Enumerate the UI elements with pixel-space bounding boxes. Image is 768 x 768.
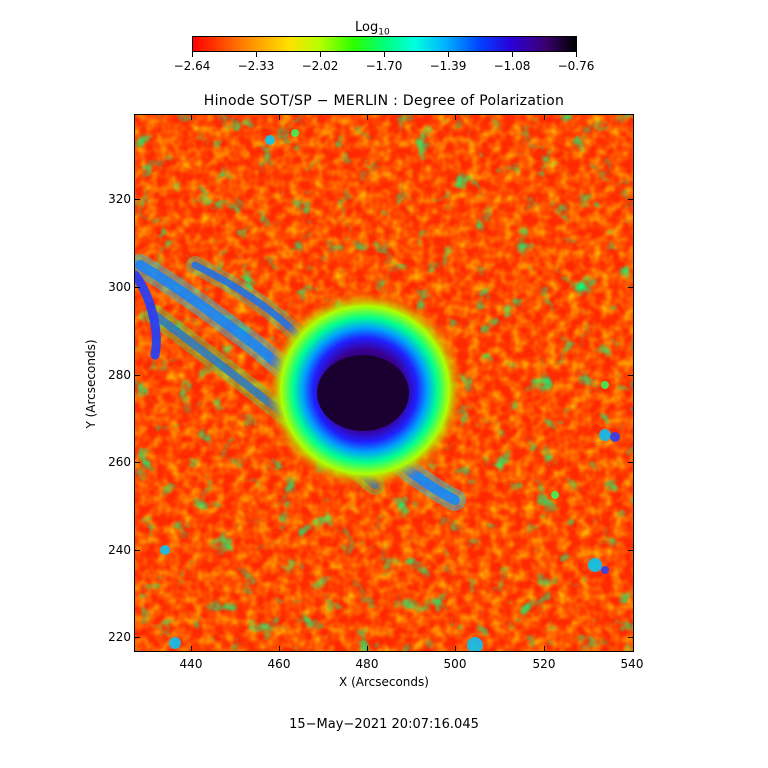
x-tick-top	[279, 114, 280, 120]
y-tick-label: 220	[108, 630, 131, 644]
colorbar-tick-label: −2.33	[237, 59, 275, 73]
y-tick-label: 280	[108, 368, 131, 382]
colorbar-tick-label: −2.02	[301, 59, 339, 73]
y-tick-left	[134, 637, 140, 638]
sunspot-umbra	[317, 355, 409, 431]
colorbar-tick	[448, 52, 449, 57]
x-tick-bottom	[544, 646, 545, 652]
x-tick-top	[367, 114, 368, 120]
colorbar-tick-label: −1.08	[493, 59, 531, 73]
x-axis-label: X (Arcseconds)	[339, 675, 429, 689]
colorbar-tick	[192, 52, 193, 57]
colorbar-tick	[320, 52, 321, 57]
y-tick-right	[628, 637, 634, 638]
colorbar-tick-label: −2.64	[173, 59, 211, 73]
y-tick-left	[134, 287, 140, 288]
colorbar-title: Log10	[355, 20, 390, 38]
x-tick-label: 460	[267, 657, 291, 671]
x-tick-label: 540	[620, 657, 644, 671]
colorbar-tick	[576, 52, 577, 57]
y-tick-label: 300	[108, 280, 131, 294]
observation-timestamp: 15−May−2021 20:07:16.045	[289, 717, 479, 732]
y-tick-left	[134, 375, 140, 376]
polarization-map	[134, 114, 634, 652]
x-tick-top	[191, 114, 192, 120]
colorbar	[192, 36, 577, 52]
colorbar-tick	[256, 52, 257, 57]
y-axis-label: Y (Arcseconds)	[84, 339, 98, 429]
y-tick-right	[628, 287, 634, 288]
plot-title: Hinode SOT/SP − MERLIN : Degree of Polar…	[203, 93, 565, 109]
x-tick-top	[455, 114, 456, 120]
y-tick-label: 240	[108, 543, 131, 557]
x-tick-label: 440	[179, 657, 203, 671]
y-tick-left	[134, 550, 140, 551]
y-tick-left	[134, 462, 140, 463]
y-tick-label: 260	[108, 455, 131, 469]
y-tick-label: 320	[108, 192, 131, 206]
colorbar-tick-label: −1.70	[365, 59, 403, 73]
x-tick-bottom	[279, 646, 280, 652]
y-tick-left	[134, 199, 140, 200]
y-tick-right	[628, 462, 634, 463]
x-tick-label: 480	[355, 657, 379, 671]
colorbar-tick-label: −0.76	[557, 59, 595, 73]
x-tick-label: 520	[532, 657, 556, 671]
polarization-map-image	[135, 115, 633, 651]
x-tick-bottom	[367, 646, 368, 652]
colorbar-tick	[512, 52, 513, 57]
colorbar-title-main: Log	[355, 20, 379, 35]
x-tick-label: 500	[443, 657, 467, 671]
colorbar-title-sub: 10	[378, 27, 390, 38]
x-tick-bottom	[455, 646, 456, 652]
small-patches	[160, 129, 620, 651]
x-tick-top	[544, 114, 545, 120]
y-tick-right	[628, 199, 634, 200]
x-tick-bottom	[191, 646, 192, 652]
colorbar-tick-label: −1.39	[429, 59, 467, 73]
y-tick-right	[628, 550, 634, 551]
y-tick-right	[628, 375, 634, 376]
colorbar-tick	[384, 52, 385, 57]
